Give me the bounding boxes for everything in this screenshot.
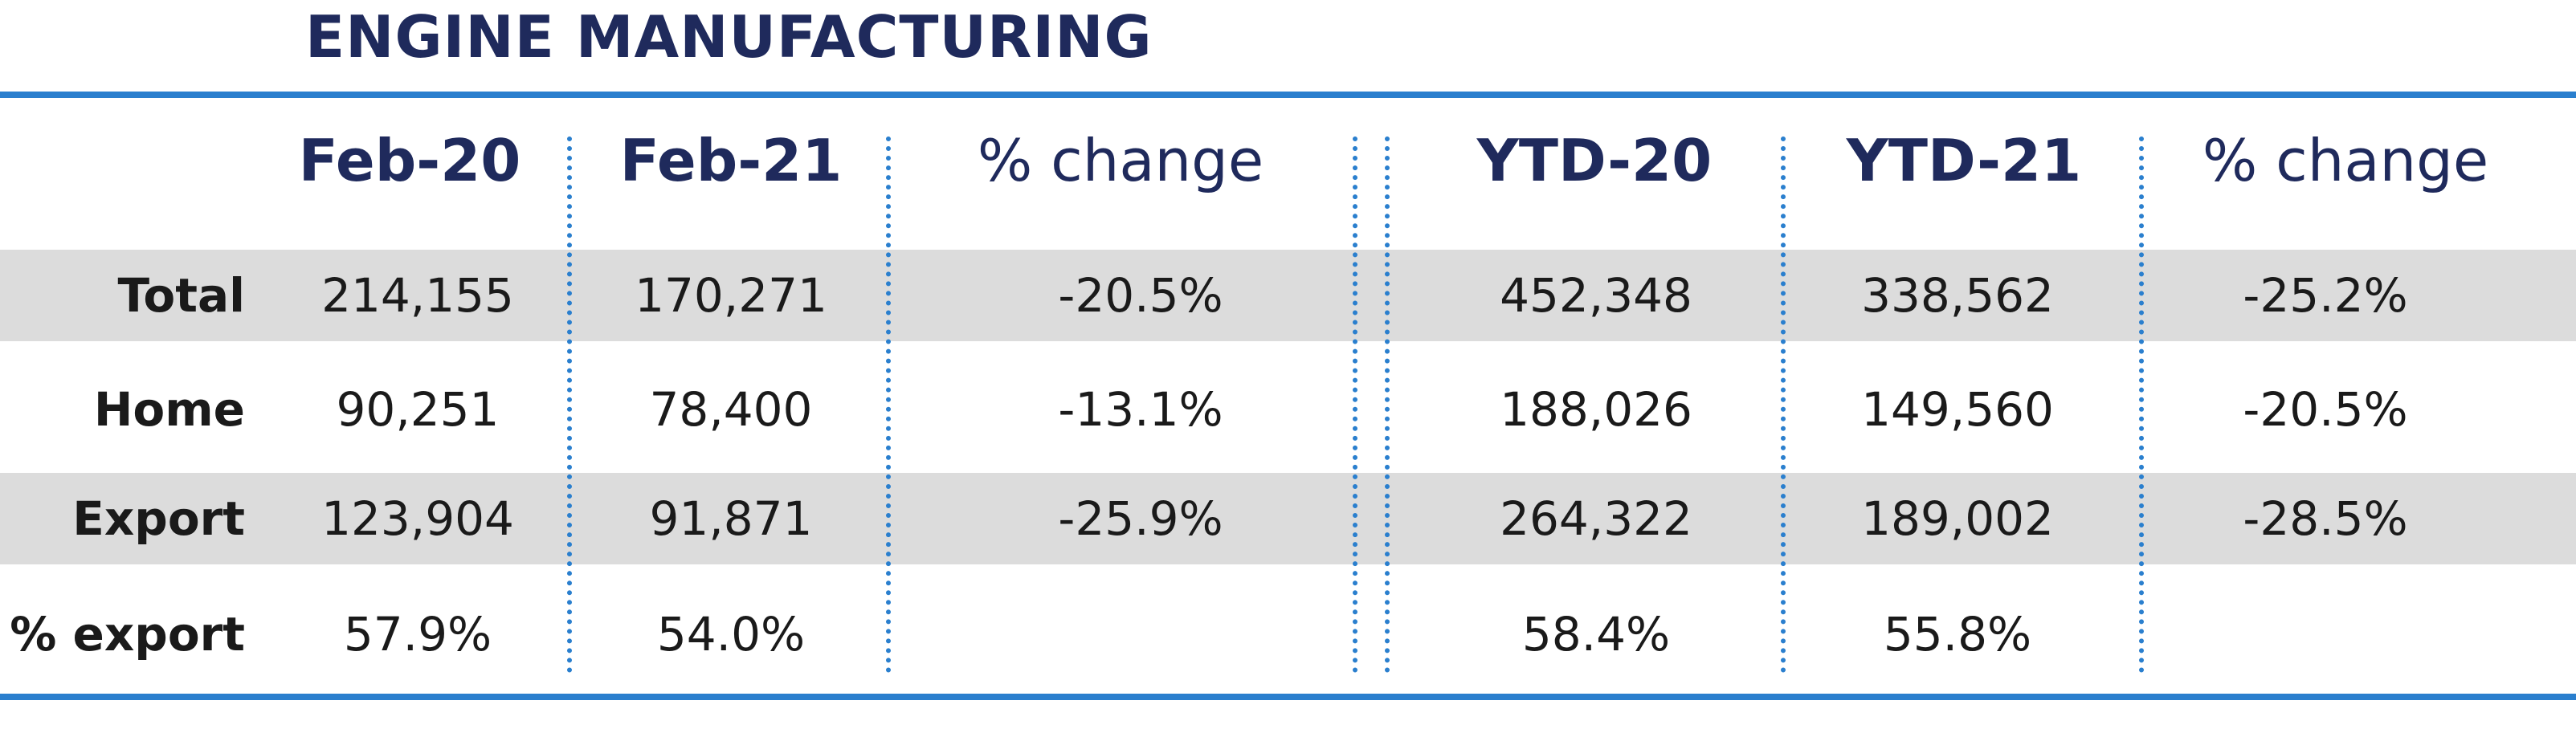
table-cell: 57.9%: [343, 607, 492, 662]
table-cell: 54.0%: [656, 607, 806, 662]
table-cell: 452,348: [1500, 268, 1692, 323]
top-rule: [0, 92, 2576, 98]
table-cell: -28.5%: [2243, 491, 2408, 546]
table-cell: 90,251: [336, 382, 500, 437]
header-pct-change-month: % change: [977, 127, 1264, 194]
row-band-export: [0, 473, 2576, 564]
table-cell: 188,026: [1500, 382, 1692, 437]
table-cell: -25.9%: [1058, 491, 1223, 546]
header-pct-change-ytd: % change: [2202, 127, 2489, 194]
column-divider: [567, 136, 572, 673]
table-cell: 170,271: [635, 268, 827, 323]
table-cell: 189,002: [1861, 491, 2054, 546]
table-cell: 149,560: [1861, 382, 2054, 437]
page-title: ENGINE MANUFACTURING: [305, 3, 1153, 71]
header-feb-21: Feb-21: [619, 127, 843, 194]
row-label-export: Export: [72, 491, 245, 546]
table-cell: [2205, 588, 2446, 680]
header-feb-20: Feb-20: [298, 127, 521, 194]
column-divider: [1385, 136, 1390, 673]
bottom-rule: [0, 694, 2576, 700]
column-divider: [886, 136, 891, 673]
table-cell: -20.5%: [2243, 382, 2408, 437]
column-divider: [1781, 136, 1786, 673]
row-label-total: Total: [117, 268, 245, 323]
header-ytd-20: YTD-20: [1476, 127, 1713, 194]
column-divider: [2139, 136, 2144, 673]
table-cell: -13.1%: [1058, 382, 1223, 437]
table-cell: 264,322: [1500, 491, 1692, 546]
header-ytd-21: YTD-21: [1846, 127, 2082, 194]
table-cell: 338,562: [1861, 268, 2054, 323]
column-divider: [1353, 136, 1357, 673]
table-cell: 78,400: [649, 382, 813, 437]
row-label-home: Home: [93, 382, 245, 437]
table-cell: 55.8%: [1883, 607, 2032, 662]
table-cell: -25.2%: [2243, 268, 2408, 323]
table-cell: 91,871: [649, 491, 813, 546]
row-band-total: [0, 250, 2576, 341]
table-cell: 214,155: [321, 268, 514, 323]
row-label-pct-export: % export: [10, 607, 245, 662]
table-cell: 58.4%: [1521, 607, 1671, 662]
table-cell: 123,904: [321, 491, 514, 546]
table-cell: -20.5%: [1058, 268, 1223, 323]
table-cell: [1020, 588, 1261, 680]
